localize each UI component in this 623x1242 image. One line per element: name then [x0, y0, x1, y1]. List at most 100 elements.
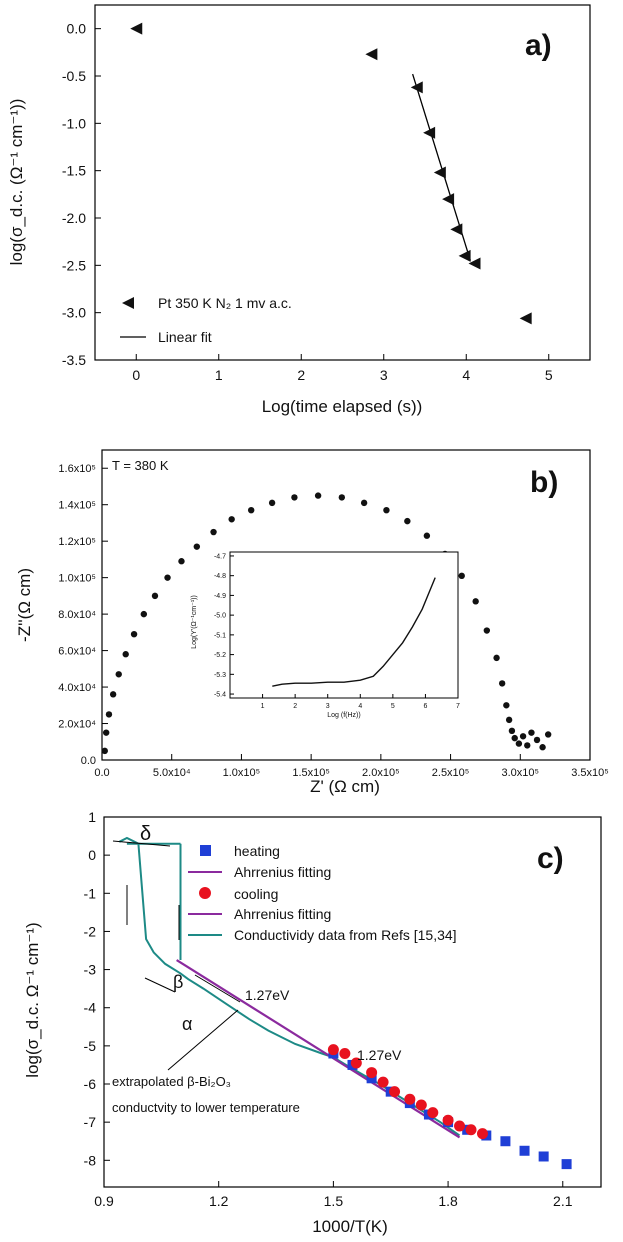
- panel-b-label: b): [530, 466, 558, 499]
- y-tick-label: -7: [84, 1114, 97, 1130]
- x-tick-label: 1.8: [438, 1193, 458, 1209]
- inset-y-tick-label: -5.1: [214, 632, 226, 639]
- data-point-impedance: [505, 716, 513, 724]
- data-point-impedance: [533, 736, 541, 744]
- y-tick-label: -2.5: [62, 257, 86, 273]
- panel-b-marks: [101, 492, 552, 755]
- data-point-impedance: [109, 691, 117, 698]
- inset-y-tick-label: -5.4: [214, 692, 226, 699]
- data-point-impedance: [101, 747, 108, 755]
- legend-heating: heating: [234, 843, 280, 859]
- data-point-cooling: [427, 1107, 439, 1119]
- y-tick-label: 0.0: [81, 755, 96, 767]
- inset-y-tick-label: -4.8: [214, 573, 226, 580]
- data-point-cooling: [454, 1120, 466, 1132]
- data-point-impedance: [268, 499, 276, 507]
- data-point-cooling: [366, 1067, 378, 1079]
- data-point-cooling: [442, 1114, 454, 1126]
- panel-c-label: c): [537, 842, 564, 875]
- inset-x-tick-label: 4: [358, 703, 362, 710]
- ea-label-1: 1.27eV: [245, 987, 290, 1003]
- data-point-impedance: [115, 671, 122, 678]
- legend-refs: Conductividy data from Refs [15,34]: [234, 927, 457, 943]
- y-tick-label: 1.0x10⁵: [58, 573, 96, 585]
- x-tick-label: 1.0x10⁵: [223, 767, 261, 779]
- data-point-triangle: [468, 257, 481, 270]
- data-point-cooling: [339, 1047, 351, 1059]
- legend-cooling-marker: [199, 887, 211, 899]
- data-point-impedance: [247, 506, 255, 514]
- extrap-label-2: conductvity to lower temperature: [112, 1100, 300, 1115]
- x-tick-label: 5: [545, 367, 553, 383]
- data-point-impedance: [508, 727, 516, 735]
- panel-c-marks: [118, 836, 572, 1170]
- x-tick-label: 0.0: [94, 767, 109, 779]
- inset-y-tick-label: -4.7: [214, 553, 226, 560]
- beta-label: β: [173, 972, 183, 992]
- data-point-impedance: [472, 598, 479, 605]
- data-point-impedance: [524, 742, 531, 749]
- data-point-cooling: [389, 1086, 401, 1098]
- inset-y-tick-label: -4.9: [214, 593, 226, 600]
- panel-b-axes: 0.0 5.0x10⁴ 1.0x10⁵ 1.5x10⁵ 2.0x10⁵ 2.5x10⁵ 3.…: [58, 463, 609, 779]
- data-point-impedance: [515, 740, 523, 747]
- beta-arrow-up: [194, 974, 241, 1003]
- data-point-cooling: [350, 1057, 362, 1069]
- y-tick-label: 1.2x10⁵: [58, 536, 96, 548]
- inset-admittance-curve: [272, 577, 436, 687]
- panel-a-frame: [94, 4, 591, 361]
- data-point-triangle: [423, 126, 436, 139]
- y-tick-label: -3.5: [62, 352, 86, 368]
- y-tick-label: -1: [84, 885, 97, 901]
- x-tick-label: 2.5x10⁵: [432, 767, 470, 779]
- y-tick-label: 0: [88, 847, 96, 863]
- beta-arrow-down: [144, 977, 176, 993]
- data-point-heating: [519, 1145, 530, 1156]
- x-tick-label: 1.5x10⁵: [292, 767, 330, 779]
- ea-label-2: 1.27eV: [357, 1047, 402, 1063]
- data-point-impedance: [404, 517, 411, 525]
- data-point-impedance: [383, 506, 390, 514]
- x-tick-label: 1.5: [324, 1193, 344, 1209]
- data-point-triangle: [130, 22, 143, 35]
- alpha-label: α: [182, 1014, 192, 1034]
- y-tick-label: 4.0x10⁴: [58, 682, 96, 694]
- data-point-impedance: [498, 680, 506, 687]
- panel-c: c) 0.9 1.2 1.5 1.8 2.1 1 0 -1 -2 -3 -4 -5 -6 -7 -8 hea…: [23, 809, 602, 1236]
- panel-c-ylabel: log(σ_d.c. Ω⁻¹ cm⁻¹): [23, 922, 42, 1077]
- data-point-heating: [500, 1136, 511, 1147]
- panel-a-legend: Pt 350 K N₂ 1 mv a.c. Linear fit: [120, 295, 292, 345]
- data-point-cooling: [327, 1044, 339, 1056]
- data-point-impedance: [493, 654, 500, 662]
- data-point-impedance: [193, 543, 201, 550]
- y-tick-label: -2.0: [62, 210, 86, 226]
- x-tick-label: 3.0x10⁵: [501, 767, 539, 779]
- legend-left-triangle-marker: [122, 297, 134, 309]
- data-point-impedance: [539, 744, 546, 751]
- y-tick-label: 6.0x10⁴: [58, 646, 96, 658]
- data-point-impedance: [122, 651, 129, 658]
- legend-heating-marker: [200, 845, 211, 856]
- data-point-impedance: [528, 729, 535, 736]
- panel-a-xlabel: Log(time elapsed (s)): [262, 397, 423, 416]
- delta-label: δ: [140, 823, 151, 845]
- panel-a-ylabel: log(σ_d.c. (Ω⁻¹ cm⁻¹)): [7, 99, 26, 266]
- x-tick-label: 1: [215, 367, 223, 383]
- data-point-impedance: [140, 610, 148, 618]
- data-point-triangle: [519, 312, 532, 325]
- data-point-triangle: [458, 249, 471, 262]
- y-tick-label: -3.0: [62, 305, 86, 321]
- inset-x-tick-label: 2: [293, 703, 297, 710]
- inset-x-tick-label: 5: [391, 703, 395, 710]
- y-tick-label: -6: [84, 1076, 97, 1092]
- data-point-impedance: [151, 592, 159, 600]
- data-point-cooling: [465, 1124, 477, 1136]
- inset-y-tick-label: -5.0: [214, 613, 226, 620]
- y-tick-label: 2.0x10⁴: [58, 719, 96, 731]
- inset-x-tick-label: 6: [423, 703, 427, 710]
- inset-x-tick-label: 1: [261, 703, 265, 710]
- panel-a-label: a): [525, 29, 552, 62]
- panel-b-frame: [101, 449, 591, 761]
- data-point-triangle: [365, 48, 378, 61]
